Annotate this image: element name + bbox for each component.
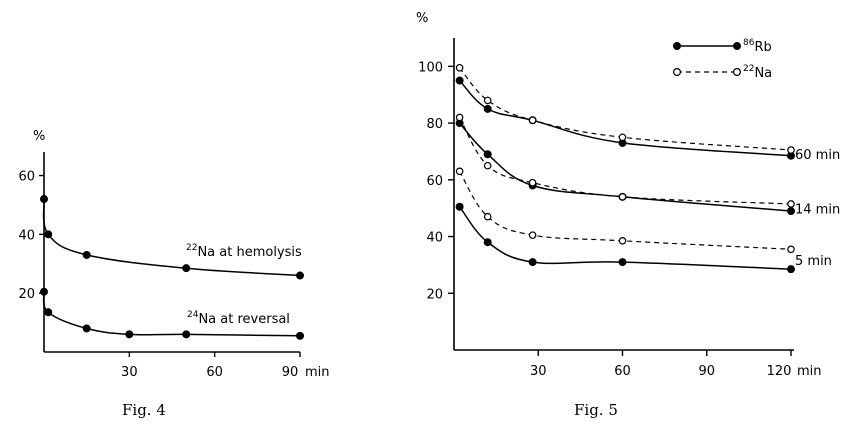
- fig5-group-0-series-0-line: [459, 79, 792, 157]
- fig5-y-unit: %: [416, 11, 428, 26]
- fig5-legend-item-0-label: 86Rb: [743, 38, 772, 55]
- fig5-group-1-series-0-point-1: [483, 150, 492, 159]
- fig4-series-1-label-mass: 24: [187, 310, 199, 320]
- fig4-x-tick-label-60: 60: [206, 365, 223, 380]
- fig5-group-label-1: 14 min: [795, 202, 840, 217]
- fig4-series-0-point-4: [296, 271, 305, 280]
- fig4-x-tick-label-90: 90: [282, 365, 299, 380]
- fig4-x-unit: min: [305, 365, 330, 380]
- fig4-caption: Fig. 4: [122, 401, 166, 419]
- fig4-series-0-point-2: [82, 250, 91, 259]
- fig5-group-1-series-1-point-3: [618, 193, 627, 201]
- fig5-group-1-series-0-point-4: [786, 207, 795, 216]
- fig5-legend-item-0-marker-end: [732, 41, 741, 50]
- fig5-x-tick-label-30: 30: [530, 364, 547, 379]
- fig4-series-1-point-5: [296, 331, 305, 340]
- fig4-y-unit: %: [33, 129, 45, 144]
- fig5-group-0-series-1-point-1: [483, 96, 492, 105]
- fig4-series-1-label: 24Na at reversal: [187, 310, 290, 327]
- fig5-group-0-series-1-line: [459, 67, 792, 151]
- fig4-series-1-point-2: [82, 324, 91, 333]
- fig5-chart: % 20 40 60 80 100 30 60 90 120 min 60 min 14 min 5 m…: [416, 11, 840, 419]
- fig5-group-1-series-1-point-0: [455, 113, 464, 122]
- fig4-series-0-point-3: [182, 264, 191, 273]
- fig5-y-tick-label-80: 80: [426, 117, 443, 132]
- fig5-group-2-series-0-point-2: [528, 258, 537, 267]
- fig4-series-1-label-text: Na at reversal: [198, 312, 289, 327]
- fig5-group-2-series-0-point-0: [455, 202, 464, 211]
- fig5-group-2-series-1-line: [459, 170, 792, 250]
- fig5-legend-item-0-label-mass: 86: [743, 38, 755, 48]
- fig5-group-1-series-1-point-4: [787, 200, 795, 208]
- fig5-caption: Fig. 5: [574, 401, 618, 419]
- fig5-group-2-series-1-point-4: [787, 245, 795, 254]
- fig4-series-0-point-0: [39, 195, 48, 204]
- fig5-legend-item-1-marker-end: [732, 67, 741, 76]
- fig4-x-tick-label-30: 30: [121, 365, 138, 380]
- fig5-group-2-series-1-point-2: [528, 231, 537, 239]
- fig5-group-0-series-0-point-0: [455, 76, 464, 85]
- fig4-y-tick-label-60: 60: [18, 170, 35, 185]
- fig4-series-0-label-text: Na at hemolysis: [197, 245, 302, 260]
- fig5-group-0-series-0-point-1: [483, 104, 492, 113]
- fig5-group-0-series-1-point-3: [618, 133, 627, 142]
- fig5-group-2-series-1-point-3: [618, 237, 627, 245]
- fig4-series-1-point-0: [39, 287, 48, 296]
- fig5-group-2-series-1-point-0: [455, 167, 464, 176]
- fig5-group-label-2: 5 min: [795, 254, 832, 269]
- fig5-group-0-series-1-point-0: [455, 63, 464, 72]
- fig4-series-0-line: [42, 199, 301, 277]
- fig5-group-label-0: 60 min: [795, 148, 840, 163]
- fig5-legend-item-1-label-text: Na: [754, 66, 772, 81]
- fig4-y-tick-label-40: 40: [18, 228, 35, 243]
- fig5-y-tick-label-60: 60: [426, 174, 443, 189]
- fig5-y-tick-label-100: 100: [418, 60, 443, 75]
- fig5-legend-item-1-label-mass: 22: [743, 64, 754, 74]
- fig4-series-1-point-4: [182, 330, 191, 339]
- fig5-group-0-series-1-point-4: [787, 146, 795, 154]
- fig5-x-tick-label-60: 60: [614, 364, 631, 379]
- fig4-series-1-point-1: [44, 308, 53, 317]
- fig4-series-0-label-mass: 22: [186, 243, 197, 253]
- fig5-group-2-series-1-point-1: [483, 212, 492, 221]
- fig5-x-unit: min: [797, 364, 822, 379]
- fig5-group-2-series-0-line: [459, 206, 792, 270]
- fig5-group-1-series-1-point-1: [483, 161, 492, 170]
- fig4-series-0-point-1: [44, 230, 53, 239]
- fig4-series-0-label: 22Na at hemolysis: [186, 243, 302, 260]
- fig5-legend-item-0-label-text: Rb: [754, 40, 771, 55]
- fig5-group-2-series-0-point-3: [618, 258, 627, 267]
- fig5-group-1-series-1-point-2: [528, 178, 537, 187]
- fig5-group-1-series-0-line: [459, 122, 792, 212]
- fig5-y-tick-label-40: 40: [426, 231, 443, 246]
- fig5-group-2-series-0-point-4: [786, 265, 795, 274]
- fig5-y-tick-label-20: 20: [426, 287, 443, 302]
- fig5-legend-item-1-label: 22Na: [743, 64, 772, 81]
- fig5-group-1-series-1-line: [459, 117, 792, 205]
- fig5-legend-item-0-marker-start: [672, 41, 681, 50]
- fig4-series-1-point-3: [125, 330, 134, 339]
- fig4-y-tick-label-20: 20: [18, 287, 35, 302]
- fig5-x-tick-label-120: 120: [767, 364, 792, 379]
- fig5-group-0-series-1-point-2: [528, 116, 537, 125]
- fig5-legend-item-1-marker-start: [672, 67, 681, 76]
- fig5-group-2-series-0-point-1: [483, 238, 492, 247]
- fig5-x-tick-label-90: 90: [698, 364, 715, 379]
